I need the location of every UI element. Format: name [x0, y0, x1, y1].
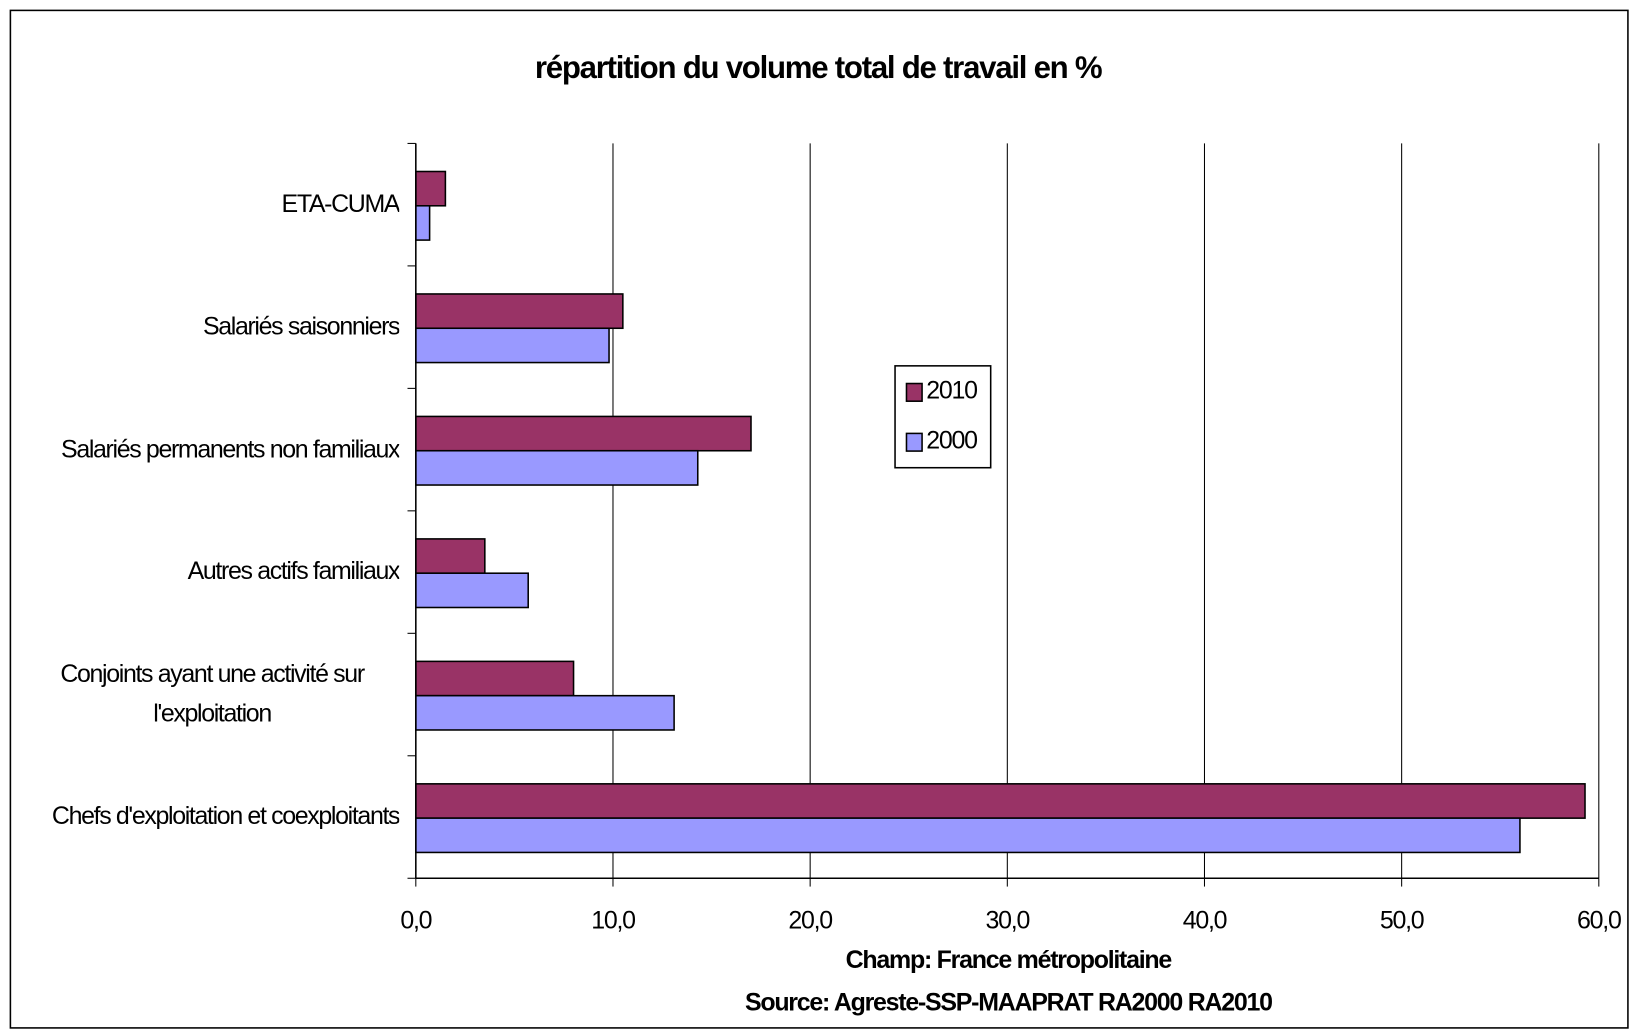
bar: [415, 817, 1521, 854]
y-label-box: Conjoints ayant une activité sur l'explo…: [19, 633, 399, 755]
y-label-box: Autres actifs familiaux: [19, 511, 400, 633]
bar: [415, 415, 752, 452]
annotation: Champ: France métropolitaine: [846, 946, 1173, 974]
y-label-box: ETA-CUMA: [19, 143, 400, 265]
bar: [415, 660, 575, 697]
x-tick-label: 60,0: [1577, 907, 1621, 935]
legend-label: 2000: [926, 426, 977, 454]
y-tick-label: Salariés saisonniers: [202, 312, 400, 341]
bar: [415, 694, 675, 731]
chart-title: répartition du volume total de travail e…: [535, 50, 1102, 85]
legend-swatch: [905, 382, 923, 402]
y-label-wrap: Autres actifs familiaux: [19, 511, 400, 633]
y-label-wrap: Salariés permanents non familiaux: [19, 388, 399, 510]
x-tick-label: 40,0: [1183, 907, 1227, 935]
bar: [415, 449, 699, 486]
x-tick-label: 30,0: [986, 907, 1030, 935]
bar: [415, 783, 1586, 819]
y-tick-label: Chefs d'exploitation et coexploitants: [51, 802, 400, 831]
y-label-wrap: Salariés saisonniers: [19, 266, 399, 388]
bar: [415, 538, 486, 574]
y-label-box: Salariés saisonniers: [19, 266, 399, 388]
bar: [415, 170, 447, 207]
y-tick-label: Conjoints ayant une activité sur l'explo…: [60, 660, 365, 728]
y-tick-label: Salariés permanents non familiaux: [61, 435, 400, 464]
x-tick-label: 0,0: [400, 907, 431, 935]
x-tick-label: 10,0: [591, 907, 635, 935]
chart-border: [9, 9, 1629, 1029]
legend-swatch: [905, 432, 923, 452]
annotation: Source: Agreste-SSP-MAAPRAT RA2000 RA201…: [745, 989, 1272, 1017]
y-label-wrap: Conjoints ayant une activité sur l'explo…: [19, 633, 399, 755]
y-label-wrap: ETA-CUMA: [19, 143, 400, 265]
y-tick-label: ETA-CUMA: [281, 190, 400, 219]
x-tick-label: 20,0: [788, 907, 832, 935]
legend-label: 2010: [926, 376, 977, 404]
y-label-box: Chefs d'exploitation et coexploitants: [19, 756, 399, 878]
y-label-box: Salariés permanents non familiaux: [19, 388, 399, 510]
y-tick-label: Autres actifs familiaux: [187, 557, 400, 586]
y-label-wrap: Chefs d'exploitation et coexploitants: [19, 756, 399, 878]
x-tick-label: 50,0: [1380, 907, 1424, 935]
bar: [415, 205, 431, 241]
bar: [415, 327, 610, 364]
bar: [415, 293, 624, 330]
bar: [415, 572, 529, 609]
